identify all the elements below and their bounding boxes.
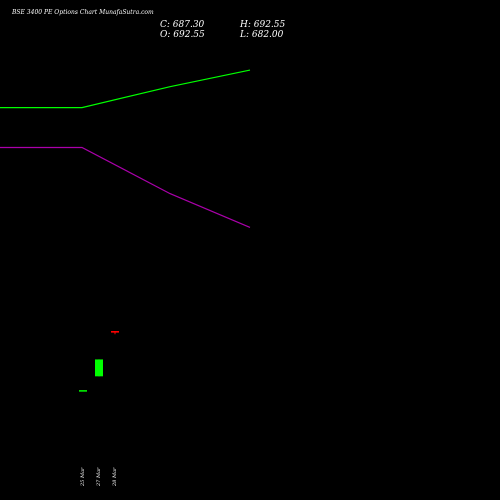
candle-1 <box>79 390 87 392</box>
indicator-line-2 <box>0 146 251 228</box>
candle-2 <box>95 359 103 377</box>
low-value: L: 682.00 <box>240 30 284 40</box>
x-tick-label: 28 Mar <box>112 467 118 486</box>
high-value: H: 692.55 <box>240 20 286 30</box>
x-tick-label: 25 Mar <box>80 467 86 486</box>
open-value: O: 692.55 <box>160 30 205 40</box>
chart-title: BSE 3400 PE Options Chart MunafaSutra.co… <box>12 9 154 16</box>
x-tick-label: 27 Mar <box>96 467 102 486</box>
close-value: C: 687.30 <box>160 20 205 30</box>
candle-3 <box>111 331 119 333</box>
indicator-line-1 <box>0 69 251 109</box>
